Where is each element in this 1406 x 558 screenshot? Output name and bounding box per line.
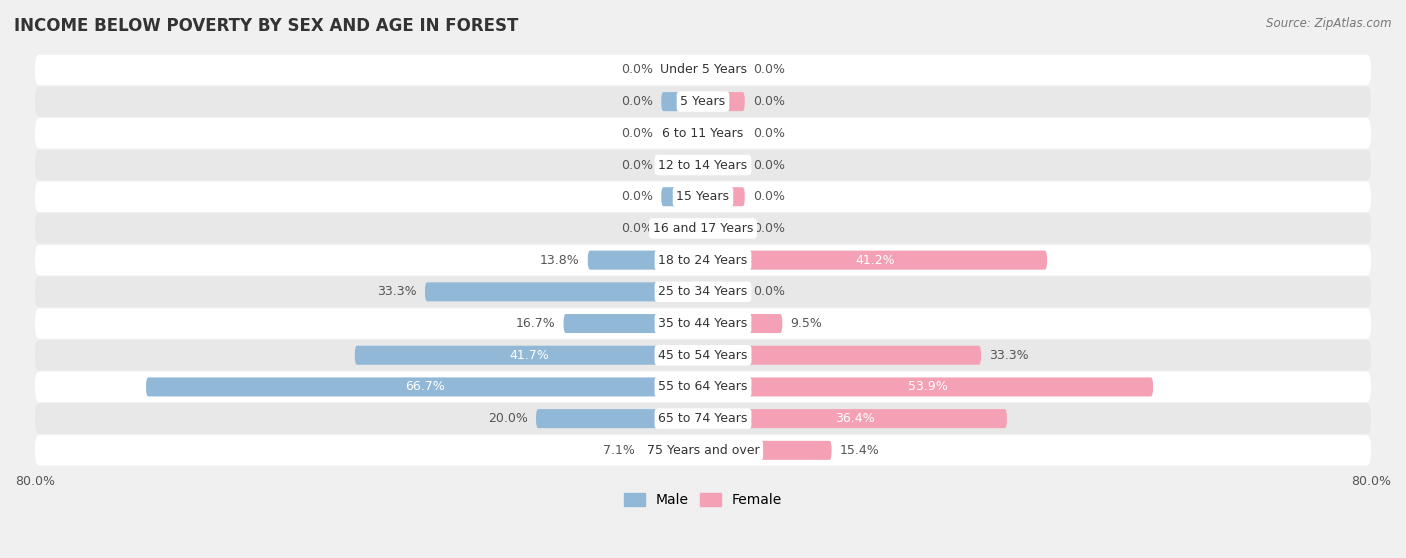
Text: 0.0%: 0.0%: [621, 127, 652, 140]
Text: 6 to 11 Years: 6 to 11 Years: [662, 127, 744, 140]
Text: 75 Years and over: 75 Years and over: [647, 444, 759, 457]
FancyBboxPatch shape: [661, 187, 703, 206]
Text: 35 to 44 Years: 35 to 44 Years: [658, 317, 748, 330]
FancyBboxPatch shape: [703, 187, 745, 206]
FancyBboxPatch shape: [703, 60, 745, 79]
Legend: Male, Female: Male, Female: [619, 488, 787, 513]
FancyBboxPatch shape: [35, 86, 1371, 117]
FancyBboxPatch shape: [703, 441, 831, 460]
FancyBboxPatch shape: [425, 282, 703, 301]
FancyBboxPatch shape: [35, 372, 1371, 402]
FancyBboxPatch shape: [661, 156, 703, 175]
FancyBboxPatch shape: [644, 441, 703, 460]
FancyBboxPatch shape: [35, 435, 1371, 465]
FancyBboxPatch shape: [35, 150, 1371, 180]
Text: Under 5 Years: Under 5 Years: [659, 64, 747, 76]
Text: 0.0%: 0.0%: [754, 190, 785, 203]
Text: 0.0%: 0.0%: [621, 95, 652, 108]
Text: Source: ZipAtlas.com: Source: ZipAtlas.com: [1267, 17, 1392, 30]
Text: 36.4%: 36.4%: [835, 412, 875, 425]
Text: 5 Years: 5 Years: [681, 95, 725, 108]
FancyBboxPatch shape: [536, 409, 703, 428]
Text: 33.3%: 33.3%: [377, 285, 416, 299]
FancyBboxPatch shape: [703, 346, 981, 365]
Text: 45 to 54 Years: 45 to 54 Years: [658, 349, 748, 362]
Text: 16 and 17 Years: 16 and 17 Years: [652, 222, 754, 235]
Text: 0.0%: 0.0%: [754, 222, 785, 235]
Text: 0.0%: 0.0%: [621, 190, 652, 203]
FancyBboxPatch shape: [35, 245, 1371, 275]
FancyBboxPatch shape: [35, 118, 1371, 148]
Text: 7.1%: 7.1%: [603, 444, 636, 457]
Text: 0.0%: 0.0%: [621, 64, 652, 76]
FancyBboxPatch shape: [354, 346, 703, 365]
Text: 0.0%: 0.0%: [754, 95, 785, 108]
Text: 0.0%: 0.0%: [621, 158, 652, 171]
Text: 41.2%: 41.2%: [855, 254, 894, 267]
FancyBboxPatch shape: [703, 377, 1153, 396]
Text: 53.9%: 53.9%: [908, 381, 948, 393]
FancyBboxPatch shape: [35, 309, 1371, 339]
Text: 13.8%: 13.8%: [540, 254, 579, 267]
FancyBboxPatch shape: [703, 409, 1007, 428]
Text: 18 to 24 Years: 18 to 24 Years: [658, 254, 748, 267]
FancyBboxPatch shape: [35, 403, 1371, 434]
FancyBboxPatch shape: [661, 60, 703, 79]
Text: 12 to 14 Years: 12 to 14 Years: [658, 158, 748, 171]
FancyBboxPatch shape: [146, 377, 703, 396]
FancyBboxPatch shape: [35, 213, 1371, 244]
FancyBboxPatch shape: [703, 124, 745, 143]
Text: 0.0%: 0.0%: [754, 64, 785, 76]
Text: 25 to 34 Years: 25 to 34 Years: [658, 285, 748, 299]
FancyBboxPatch shape: [35, 181, 1371, 212]
FancyBboxPatch shape: [35, 340, 1371, 371]
FancyBboxPatch shape: [35, 277, 1371, 307]
Text: 0.0%: 0.0%: [754, 285, 785, 299]
FancyBboxPatch shape: [564, 314, 703, 333]
FancyBboxPatch shape: [703, 314, 782, 333]
Text: 20.0%: 20.0%: [488, 412, 527, 425]
Text: 16.7%: 16.7%: [516, 317, 555, 330]
Text: 66.7%: 66.7%: [405, 381, 444, 393]
Text: INCOME BELOW POVERTY BY SEX AND AGE IN FOREST: INCOME BELOW POVERTY BY SEX AND AGE IN F…: [14, 17, 519, 35]
Text: 0.0%: 0.0%: [754, 127, 785, 140]
FancyBboxPatch shape: [661, 92, 703, 111]
FancyBboxPatch shape: [703, 92, 745, 111]
Text: 0.0%: 0.0%: [621, 222, 652, 235]
Text: 9.5%: 9.5%: [790, 317, 823, 330]
Text: 33.3%: 33.3%: [990, 349, 1029, 362]
Text: 55 to 64 Years: 55 to 64 Years: [658, 381, 748, 393]
FancyBboxPatch shape: [588, 251, 703, 270]
FancyBboxPatch shape: [703, 156, 745, 175]
FancyBboxPatch shape: [703, 251, 1047, 270]
Text: 15.4%: 15.4%: [839, 444, 880, 457]
FancyBboxPatch shape: [661, 219, 703, 238]
Text: 41.7%: 41.7%: [509, 349, 548, 362]
Text: 15 Years: 15 Years: [676, 190, 730, 203]
Text: 0.0%: 0.0%: [754, 158, 785, 171]
FancyBboxPatch shape: [703, 282, 745, 301]
FancyBboxPatch shape: [703, 219, 745, 238]
Text: 65 to 74 Years: 65 to 74 Years: [658, 412, 748, 425]
FancyBboxPatch shape: [661, 124, 703, 143]
FancyBboxPatch shape: [35, 55, 1371, 85]
